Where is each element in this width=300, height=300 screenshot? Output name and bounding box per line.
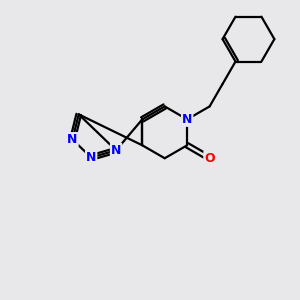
Text: O: O [204, 152, 215, 165]
Text: N: N [86, 151, 96, 164]
Text: N: N [67, 133, 78, 146]
Text: N: N [111, 144, 121, 157]
Text: N: N [182, 113, 192, 126]
